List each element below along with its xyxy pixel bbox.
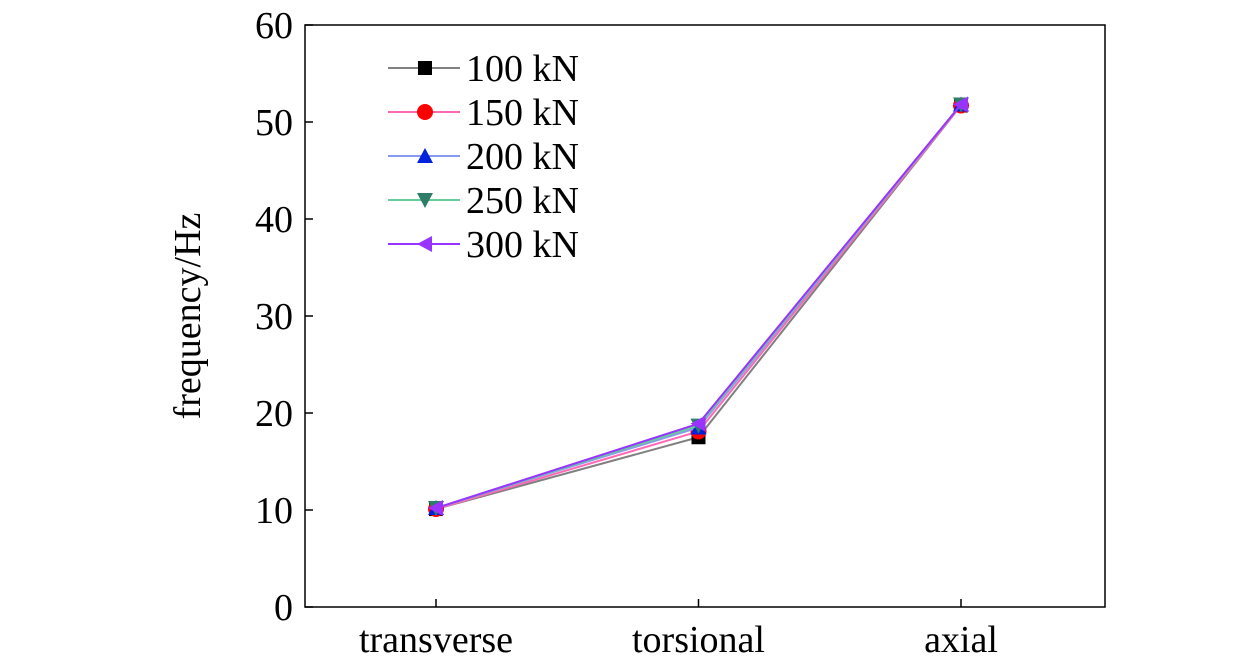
legend-label: 200 kN	[466, 136, 579, 178]
data-point	[690, 415, 706, 432]
legend-label: 300 kN	[466, 224, 579, 266]
y-tick-label: 60	[255, 5, 293, 47]
legend-item: 200 kN	[388, 136, 579, 178]
legend-item: 100 kN	[388, 48, 579, 90]
x-tick-label: transverse	[359, 619, 513, 661]
x-tick-label: axial	[924, 619, 998, 661]
x-tick-label: torsional	[632, 619, 765, 661]
legend-marker	[417, 236, 432, 252]
y-tick-label: 50	[255, 102, 293, 144]
legend-item: 250 kN	[388, 180, 579, 222]
data-point	[428, 500, 443, 517]
legend-item: 150 kN	[388, 92, 579, 134]
y-tick-label: 0	[274, 587, 293, 629]
legend-label: 150 kN	[466, 92, 579, 134]
legend-item: 300 kN	[388, 224, 579, 266]
legend-marker	[417, 104, 433, 120]
y-tick-label: 20	[255, 393, 293, 435]
legend-marker	[418, 61, 432, 75]
y-tick-label: 40	[255, 199, 293, 241]
legend-marker	[417, 148, 433, 163]
y-axis-label: frequency/Hz	[167, 213, 209, 420]
legend-label: 250 kN	[466, 180, 579, 222]
y-tick-label: 10	[255, 490, 293, 532]
data-point	[953, 96, 968, 113]
legend-label: 100 kN	[466, 48, 579, 90]
legend-marker	[417, 193, 433, 208]
y-tick-label: 30	[255, 296, 293, 338]
series-300-kN	[428, 96, 968, 517]
